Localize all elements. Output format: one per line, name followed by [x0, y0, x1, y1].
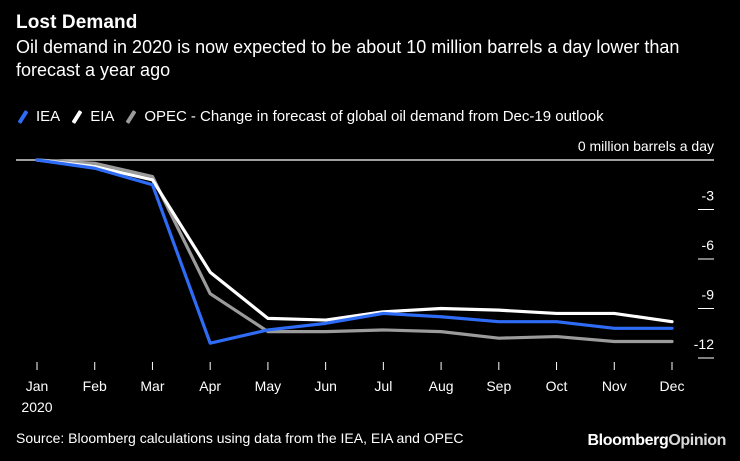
chart-subtitle: Oil demand in 2020 is now expected to be… [16, 37, 680, 80]
y-tick-label: 0 million barrels a day [578, 138, 714, 154]
legend-label-iea: IEA [36, 108, 61, 125]
brand-sub: Opinion [668, 432, 726, 449]
x-year-label: 2020 [21, 399, 52, 415]
series-line-iea [35, 158, 674, 345]
x-tick-label: Jun [314, 378, 337, 394]
x-tick-label: Jul [374, 378, 392, 394]
legend-description: - Change in forecast of global oil deman… [190, 108, 604, 125]
x-tick-label: Sep [486, 378, 511, 394]
legend: IEA EIA OPEC - Change in forecast of glo… [16, 108, 604, 125]
legend-label-opec: OPEC [144, 108, 187, 125]
x-tick-label: Nov [602, 378, 627, 394]
y-tick-label: -3 [702, 188, 715, 204]
legend-item-eia: EIA [70, 108, 114, 125]
x-tick-label: Aug [429, 378, 454, 394]
x-tick-label: May [255, 378, 281, 394]
chart-title: Lost Demand [16, 12, 138, 33]
x-tick-label: Dec [660, 378, 685, 394]
y-tick-label: -12 [694, 336, 714, 352]
y-tick-label: -6 [702, 237, 715, 253]
series-line-opec [35, 158, 674, 344]
x-tick-label: Oct [546, 378, 568, 394]
legend-item-iea: IEA [16, 108, 60, 125]
brand-main: Bloomberg [587, 432, 669, 449]
x-tick-label: Feb [83, 378, 107, 394]
x-tick-label: Mar [140, 378, 164, 394]
legend-label-eia: EIA [90, 108, 115, 125]
brand-logo: BloombergOpinion [588, 432, 727, 450]
source-note: Source: Bloomberg calculations using dat… [16, 430, 464, 446]
series-line-eia [35, 158, 674, 324]
legend-item-opec: OPEC - Change in forecast of global oil … [124, 108, 604, 125]
x-tick-label: Jan [26, 378, 49, 394]
x-tick-label: Apr [199, 378, 221, 394]
y-tick-label: -9 [702, 287, 715, 303]
